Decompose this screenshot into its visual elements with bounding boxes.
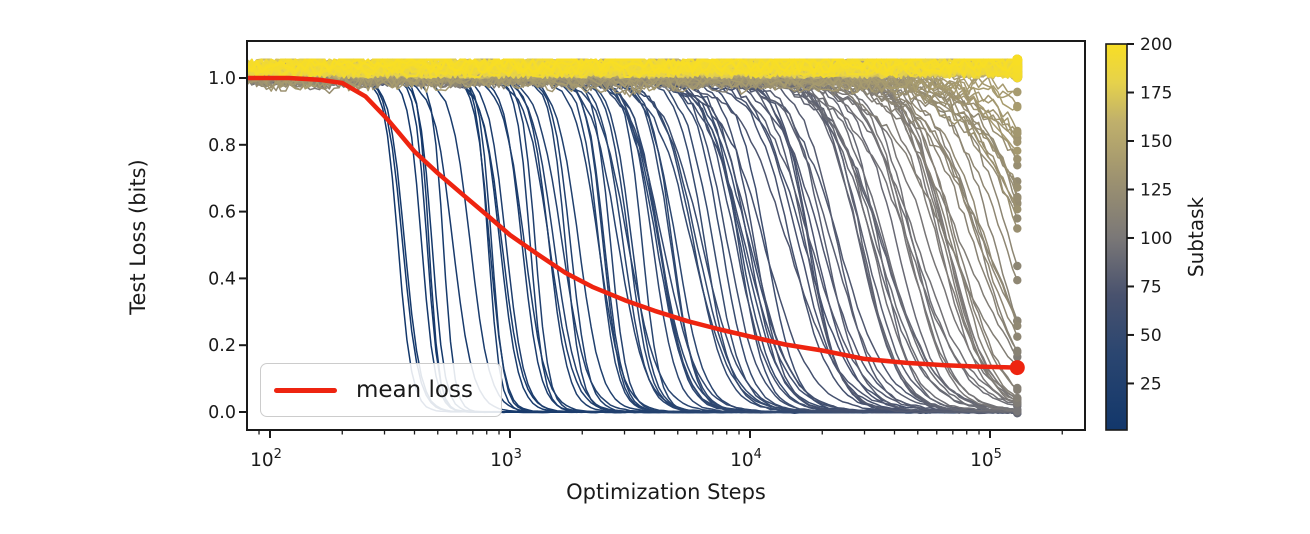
mean-loss-legend-swatch: [274, 387, 337, 393]
y-tick-label-0.2: 0.2: [208, 336, 236, 356]
colorbar-tick-label-50: 50: [1140, 326, 1162, 346]
mean-loss-line: [247, 75, 1020, 370]
colorbar-label: Subtask: [1184, 196, 1208, 278]
subtask-end-marker-118: [1013, 276, 1022, 285]
colorbar: 25 50 75 100 125 150 175 200: [1105, 35, 1172, 431]
subtask-curve-198: [247, 58, 1019, 76]
subtask-end-marker-133: [1013, 137, 1022, 147]
subtask-end-marker-200: [1012, 55, 1023, 66]
subtask-end-marker-110: [1013, 383, 1022, 393]
subtask-end-marker-119: [1013, 321, 1022, 331]
subtask-end-marker-135: [1013, 128, 1022, 138]
colorbar-tick-label-150: 150: [1140, 132, 1172, 152]
subtask-end-marker-108: [1013, 393, 1022, 403]
subtask-curve-136: [247, 60, 1018, 107]
subtask-end-marker-117: [1013, 332, 1022, 341]
y-tick-label-0.4: 0.4: [208, 269, 236, 289]
subtask-end-marker-130: [1013, 154, 1022, 164]
x-tick-label-1e3: 103: [490, 447, 522, 471]
subtask-end-marker-139: [1013, 87, 1022, 97]
mean-loss-end-marker: [1009, 360, 1025, 376]
y-axis-label: Test Loss (bits): [126, 159, 150, 315]
subtask-end-marker-129: [1013, 205, 1022, 214]
subtask-end-marker-137: [1013, 146, 1022, 155]
x-tick-label-1e5: 105: [970, 447, 1002, 471]
colorbar-tick-label-100: 100: [1140, 229, 1172, 249]
colorbar-tick-label-25: 25: [1140, 374, 1162, 394]
colorbar-gradient: [1105, 43, 1128, 431]
y-tick-label-1.0: 1.0: [208, 69, 236, 89]
colorbar-tick-label-75: 75: [1140, 277, 1162, 297]
subtask-end-marker-128: [1013, 183, 1022, 192]
subtask-end-marker-198: [1012, 63, 1023, 74]
subtask-end-marker-127: [1013, 224, 1022, 233]
subtask-curves: [247, 54, 1023, 418]
subtask-end-marker-140: [1013, 103, 1022, 112]
subtask-end-marker-126: [1013, 161, 1022, 170]
subtask-end-marker-116: [1013, 261, 1022, 271]
subtask-end-marker-125: [1013, 194, 1022, 203]
y-tick-label-0.6: 0.6: [208, 203, 236, 223]
x-tick-label-1e2: 102: [250, 447, 282, 471]
colorbar-tick-label-175: 175: [1140, 83, 1172, 103]
colorbar-tick-label-125: 125: [1140, 180, 1172, 200]
mean-loss-legend-label: mean loss: [356, 377, 473, 403]
subtask-curve-116: [247, 67, 1019, 267]
subtask-end-marker-112: [1013, 346, 1022, 355]
subtask-curve-96: [247, 70, 1018, 405]
legend: mean loss: [260, 363, 502, 417]
subtask-end-marker-121: [1013, 214, 1022, 223]
colorbar-tick-label-200: 200: [1140, 35, 1172, 55]
y-tick-label-0.8: 0.8: [208, 136, 236, 156]
axes: 102 103 104 105 0.0 0.2 0.4 0.6 0.8 1.0: [208, 40, 1086, 471]
mean-loss-series: [247, 75, 1025, 376]
subtask-curve-110: [247, 68, 1018, 389]
x-tick-label-1e4: 104: [730, 447, 762, 471]
y-tick-label-0.0: 0.0: [208, 403, 236, 423]
axes-frame: [246, 40, 1086, 431]
subtask-end-marker-99: [1013, 407, 1022, 416]
subtask-curve-200: [247, 58, 1018, 74]
x-axis-label: Optimization Steps: [566, 480, 766, 504]
